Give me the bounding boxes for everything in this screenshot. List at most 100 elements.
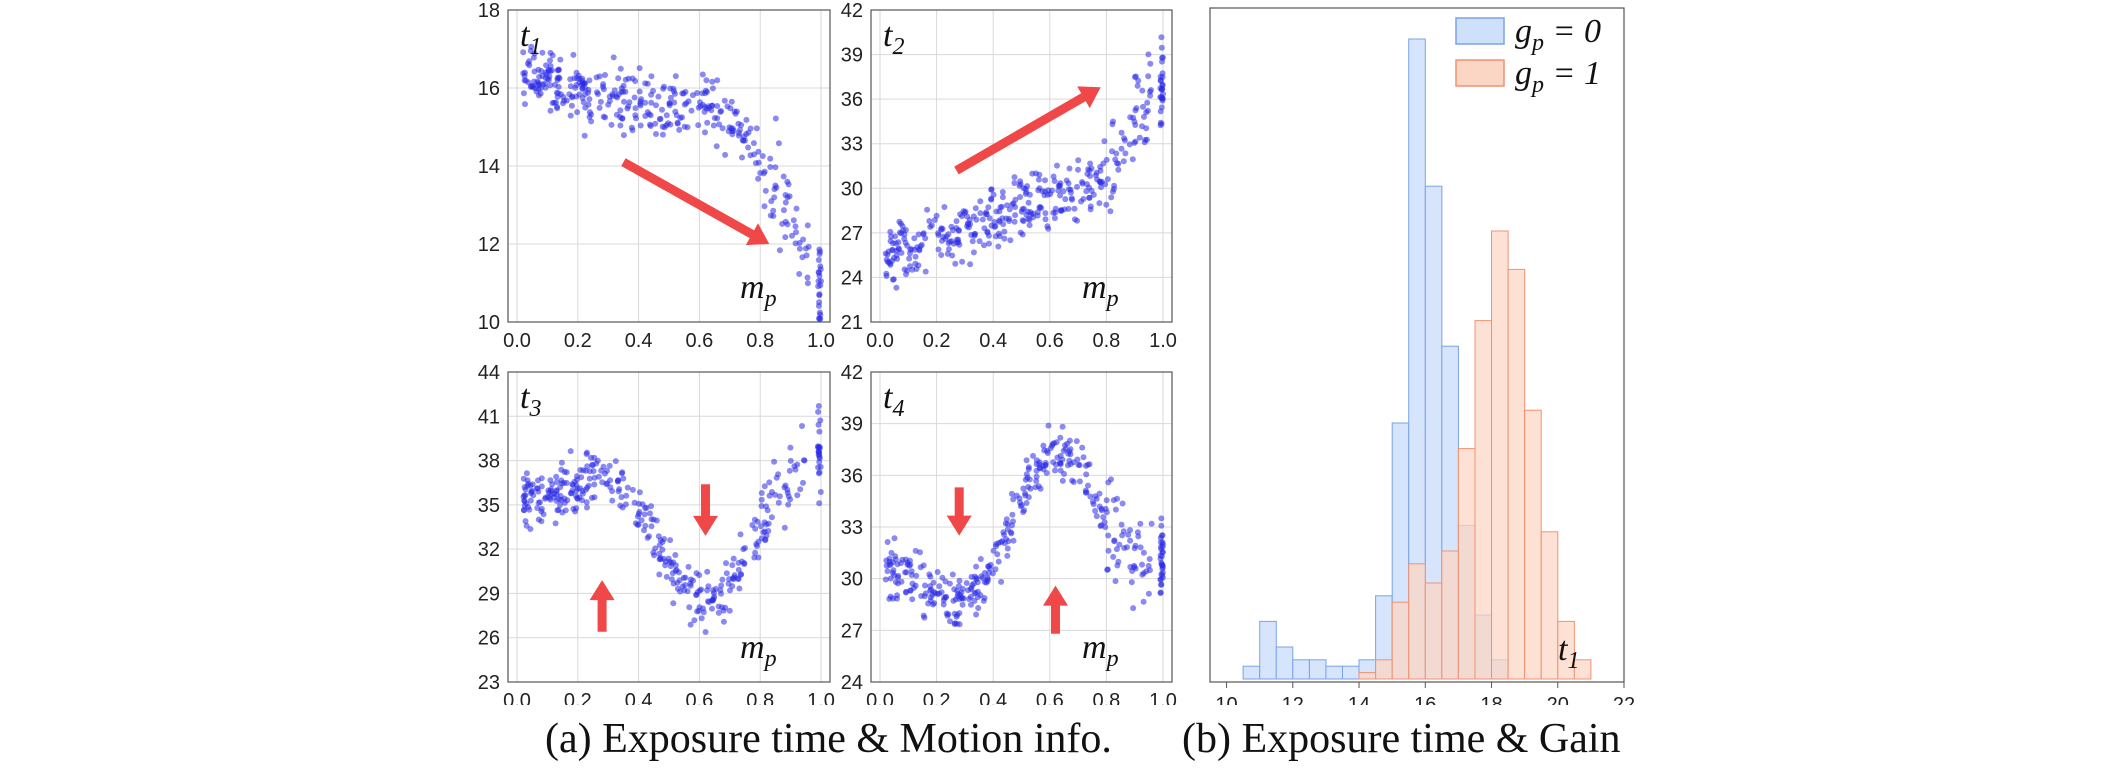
data-point [772, 164, 779, 171]
data-point [883, 273, 890, 279]
x-tick-label: 0.8 [1092, 330, 1120, 352]
data-point [747, 125, 754, 132]
data-point [1019, 206, 1026, 213]
legend-label-gp0-rest: = 0 [1544, 13, 1601, 50]
trend-arrow-down-right [621, 158, 770, 246]
data-point [1042, 210, 1049, 217]
data-point [1132, 122, 1139, 128]
data-point [1087, 203, 1094, 210]
data-point [1033, 478, 1040, 484]
data-point [979, 216, 986, 223]
data-point [709, 102, 716, 109]
data-point [584, 484, 591, 491]
data-point [947, 618, 953, 625]
data-point [586, 475, 593, 482]
data-point [528, 43, 535, 50]
data-point [631, 94, 638, 101]
y-tick-label: 21 [841, 312, 863, 334]
data-point [632, 520, 639, 527]
data-point [731, 572, 738, 579]
data-point [663, 573, 670, 580]
data-point [554, 105, 561, 112]
data-point [1131, 562, 1138, 569]
data-point [576, 91, 583, 98]
data-point [818, 278, 824, 285]
data-point [702, 87, 709, 94]
data-point [1145, 51, 1152, 58]
legend-label-gp1-main: g [1515, 55, 1532, 92]
data-point [684, 588, 691, 595]
data-point [1139, 571, 1146, 578]
data-point [1120, 528, 1127, 535]
data-point [648, 503, 655, 510]
data-point [691, 617, 698, 624]
data-point [816, 246, 823, 253]
data-point [894, 255, 901, 262]
data-point [751, 554, 758, 561]
data-point [735, 566, 742, 573]
data-point [554, 67, 561, 74]
data-point [938, 237, 945, 244]
data-point [703, 77, 710, 84]
data-point [1143, 109, 1150, 116]
legend-label-gp1: gp = 1 [1515, 55, 1601, 98]
data-point [960, 208, 967, 215]
data-point [935, 246, 942, 253]
x-tick-label: 1.0 [807, 690, 835, 705]
data-point [1038, 205, 1045, 211]
data-point [563, 469, 570, 476]
data-point [681, 101, 688, 108]
data-point [816, 251, 823, 257]
hist-bar [1242, 665, 1261, 680]
data-point [1157, 589, 1164, 596]
x-tick-label: 14 [1348, 694, 1370, 705]
data-point [1010, 496, 1017, 503]
data-point [928, 586, 935, 593]
data-point [909, 580, 916, 587]
data-point [581, 80, 588, 87]
data-point [892, 233, 899, 240]
data-point [586, 77, 593, 84]
data-point [1073, 438, 1080, 445]
data-point [918, 593, 925, 599]
data-point [921, 614, 928, 621]
data-point [1057, 207, 1064, 214]
data-point [544, 75, 551, 82]
x-tick-label: 0.4 [979, 690, 1007, 705]
data-point [642, 80, 649, 87]
data-point [952, 596, 959, 603]
data-point [636, 88, 643, 95]
data-point [784, 486, 791, 493]
y-tick-label: 14 [478, 156, 500, 178]
data-point [1084, 170, 1091, 177]
panel-label-t3-sub: 3 [528, 396, 541, 422]
data-point [1057, 434, 1064, 441]
data-point [739, 154, 745, 161]
data-point [1051, 178, 1058, 184]
data-point [935, 230, 942, 237]
hist-x-axis-label: t1 [1558, 631, 1579, 674]
data-point [1134, 82, 1141, 89]
data-point [526, 62, 533, 69]
data-point [1004, 526, 1011, 533]
data-point [816, 272, 823, 279]
data-point [789, 232, 795, 239]
data-point [973, 611, 980, 618]
data-point [619, 115, 626, 122]
data-point [964, 213, 971, 220]
y-tick-label: 26 [478, 628, 500, 650]
data-point [787, 457, 794, 464]
data-point [787, 496, 794, 503]
plot-area [508, 372, 830, 682]
data-point [1098, 184, 1104, 191]
data-point [662, 558, 669, 565]
hist-bar [1375, 659, 1393, 680]
data-point [639, 501, 646, 508]
data-point [659, 131, 666, 138]
data-point [950, 227, 956, 234]
data-point [522, 69, 528, 76]
data-point [689, 92, 696, 99]
data-point [596, 104, 603, 111]
data-point [773, 184, 780, 191]
data-point [965, 224, 972, 231]
